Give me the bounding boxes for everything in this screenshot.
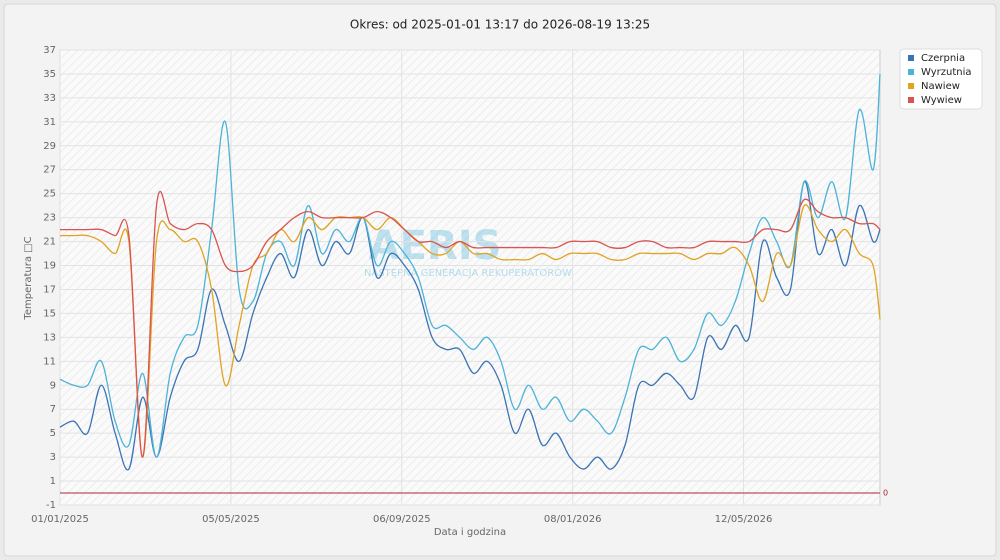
legend-box xyxy=(899,48,983,110)
y-axis-label: Temperatura □C xyxy=(23,236,34,320)
y-tick-label: 25 xyxy=(43,189,56,200)
legend-label: Nawiew xyxy=(921,81,960,92)
legend-label: Wyrzutnia xyxy=(921,67,972,78)
chart-title: Okres: od 2025-01-01 13:17 do 2026-08-19… xyxy=(350,18,650,32)
legend: Czerpnia Wyrzutnia Nawiew Wywiew xyxy=(899,48,983,110)
legend-swatch xyxy=(908,83,914,89)
legend-swatch xyxy=(908,69,914,75)
y-tick-label: 3 xyxy=(50,452,56,463)
x-tick-label: 08/01/2026 xyxy=(544,514,602,525)
y-tick-label: 37 xyxy=(43,45,56,56)
legend-swatch xyxy=(908,97,914,103)
x-tick-label: 05/05/2025 xyxy=(202,514,260,525)
series-line xyxy=(59,181,881,471)
series-line xyxy=(59,73,881,458)
y-tick-label: 21 xyxy=(43,237,56,248)
legend-swatch xyxy=(908,55,914,61)
x-tick-label: 01/01/2025 xyxy=(31,514,89,525)
y-tick-label: 33 xyxy=(43,93,56,104)
watermark-subtitle: NASTĘPNA GENERACJA REKUPERATORÓW xyxy=(364,266,572,279)
y-tick-label: 11 xyxy=(43,356,56,367)
y-tick-label: 5 xyxy=(50,428,56,439)
y-tick-label: 15 xyxy=(43,308,56,319)
reference-label: 0 xyxy=(883,489,888,498)
y-tick-label: 9 xyxy=(50,380,56,391)
y-tick-label: 17 xyxy=(43,284,56,295)
x-axis-label: Data i godzina xyxy=(434,527,506,538)
y-tick-label: 23 xyxy=(43,213,56,224)
y-tick-label: 35 xyxy=(43,69,56,80)
legend-label: Czerpnia xyxy=(921,53,965,64)
y-tick-label: -1 xyxy=(46,500,56,511)
y-tick-label: 19 xyxy=(43,261,56,272)
x-tick-label: 12/05/2026 xyxy=(715,514,773,525)
watermark: AERIS xyxy=(369,223,502,269)
y-tick-label: 13 xyxy=(43,332,56,343)
y-tick-label: 31 xyxy=(43,117,56,128)
y-tick-label: 1 xyxy=(50,476,56,487)
y-tick-label: 27 xyxy=(43,165,56,176)
y-tick-label: 7 xyxy=(50,404,56,415)
x-tick-label: 06/09/2025 xyxy=(373,514,431,525)
series-line xyxy=(60,190,881,458)
y-tick-label: 29 xyxy=(43,141,56,152)
legend-label: Wywiew xyxy=(921,95,962,106)
